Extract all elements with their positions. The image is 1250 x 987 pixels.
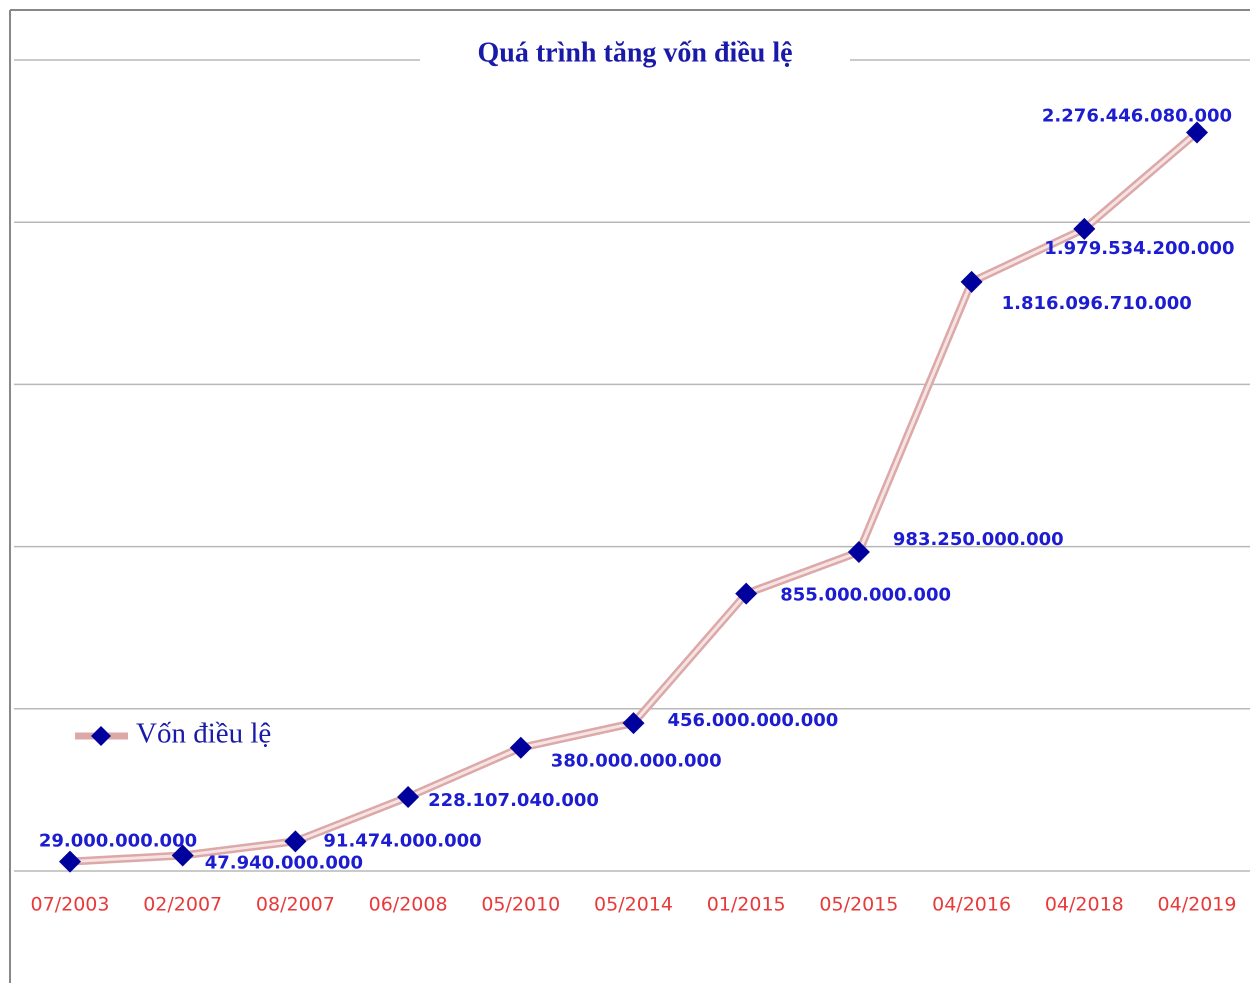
data-label: 2.276.446.080.000 bbox=[1042, 106, 1232, 127]
x-tick-label: 08/2007 bbox=[256, 894, 335, 916]
data-label: 1.979.534.200.000 bbox=[1044, 238, 1234, 259]
data-point bbox=[397, 786, 420, 809]
x-tick-label: 05/2010 bbox=[481, 894, 560, 916]
chart-title: Quá trình tăng vốn điều lệ bbox=[477, 37, 792, 68]
data-point bbox=[171, 844, 194, 867]
x-tick-label: 05/2014 bbox=[594, 894, 673, 916]
x-tick-label: 01/2015 bbox=[707, 894, 786, 916]
data-point bbox=[847, 541, 870, 564]
title-bg bbox=[420, 36, 850, 76]
data-label: 456.000.000.000 bbox=[668, 710, 839, 731]
x-tick-label: 04/2019 bbox=[1158, 894, 1237, 916]
data-point bbox=[509, 736, 532, 759]
data-point bbox=[960, 270, 983, 293]
x-tick-label: 04/2018 bbox=[1045, 894, 1124, 916]
x-tick-label: 04/2016 bbox=[932, 894, 1011, 916]
data-point bbox=[59, 850, 81, 873]
legend-label: Vốn điều lệ bbox=[136, 718, 271, 750]
x-tick-label: 07/2003 bbox=[31, 894, 110, 916]
data-label: 855.000.000.000 bbox=[780, 585, 951, 606]
legend-marker bbox=[91, 726, 111, 746]
data-point bbox=[622, 712, 645, 735]
data-label: 29.000.000.000 bbox=[39, 831, 197, 852]
x-tick-label: 06/2008 bbox=[369, 894, 448, 916]
data-label: 47.940.000.000 bbox=[205, 852, 363, 873]
data-point bbox=[735, 582, 758, 605]
data-point bbox=[1073, 217, 1096, 240]
data-label: 91.474.000.000 bbox=[323, 830, 481, 851]
x-tick-label: 02/2007 bbox=[143, 894, 222, 916]
data-point bbox=[284, 830, 307, 853]
data-label: 983.250.000.000 bbox=[893, 529, 1064, 550]
x-tick-label: 05/2015 bbox=[819, 894, 898, 916]
data-label: 380.000.000.000 bbox=[551, 751, 722, 772]
data-label: 1.816.096.710.000 bbox=[1002, 293, 1192, 314]
data-point bbox=[1186, 121, 1208, 144]
data-label: 228.107.040.000 bbox=[428, 790, 599, 811]
